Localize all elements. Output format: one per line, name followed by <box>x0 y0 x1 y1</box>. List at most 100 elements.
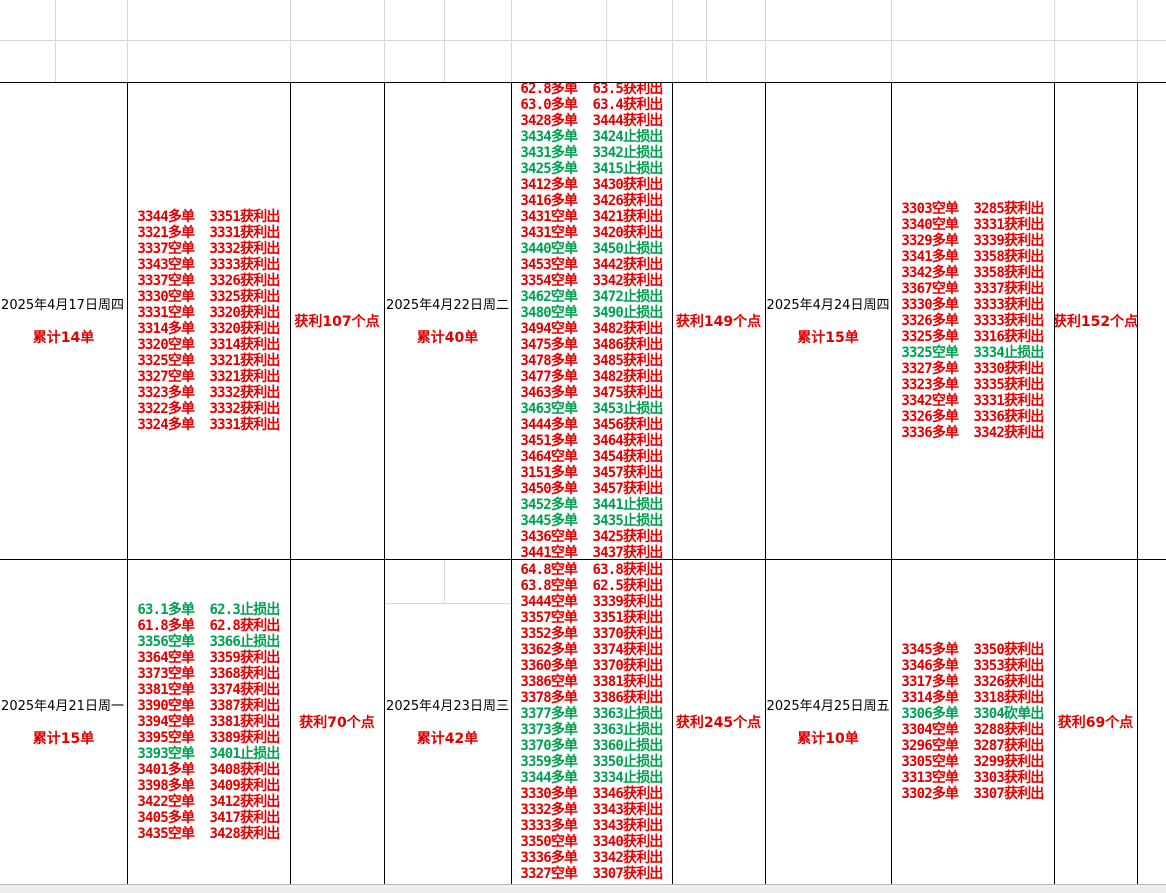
order-count: 累计42单 <box>416 731 479 747</box>
trade: 3313空单 3303获利出 <box>901 769 1044 786</box>
trade: 3378多单 3386获利出 <box>520 689 663 706</box>
trade: 3350空单 3340获利出 <box>520 833 663 850</box>
trade: 3323多单 3335获利出 <box>901 376 1044 393</box>
gridline <box>127 0 128 82</box>
trade: 3390空单 3387获利出 <box>137 697 280 714</box>
trades-cell: 3345多单 3350获利出 3346多单 3353获利出 3317多单 3326获… <box>891 559 1054 884</box>
trade: 3345多单 3350获利出 <box>901 641 1044 658</box>
trade: 3416多单 3426获利出 <box>520 192 663 209</box>
trade: 3435空单 3428获利出 <box>137 825 280 842</box>
trade: 3367空单 3337获利出 <box>901 280 1044 297</box>
trade: 3401多单 3408获利出 <box>137 761 280 778</box>
trade: 3478多单 3485获利出 <box>520 352 663 369</box>
trade: 3395空单 3389获利出 <box>137 729 280 746</box>
trade: 3325空单 3334止损出 <box>901 344 1044 361</box>
gridline <box>606 0 607 82</box>
order-count: 累计40单 <box>416 330 479 346</box>
trades-cell: 64.8空单 63.8获利出 63.8空单 62.5获利出 3444空单 3339获… <box>511 559 672 884</box>
date: 2025年4月24日周四 <box>766 298 890 313</box>
gridline <box>891 0 892 82</box>
trade: 3331空单 3320获利出 <box>137 304 280 321</box>
profit: 获利152个点 <box>1054 313 1137 330</box>
col-border <box>1137 82 1138 884</box>
trade: 3450多单 3457获利出 <box>520 480 663 497</box>
trade: 3304空单 3288获利出 <box>901 721 1044 738</box>
trade: 3436空单 3425获利出 <box>520 528 663 545</box>
row-border <box>0 82 1166 83</box>
trade: 3434多单 3424止损出 <box>520 128 663 145</box>
trade: 3444空单 3339获利出 <box>520 593 663 610</box>
trade: 3398多单 3409获利出 <box>137 777 280 794</box>
trade: 3325空单 3321获利出 <box>137 352 280 369</box>
trade: 3332多单 3343获利出 <box>520 801 663 818</box>
profit-cell: 获利107个点 <box>290 82 384 559</box>
trade: 3336多单 3342获利出 <box>901 424 1044 441</box>
trade: 3428多单 3444获利出 <box>520 112 663 129</box>
trade: 3330多单 3333获利出 <box>901 296 1044 313</box>
date-cell: 2025年4月23日周三 累计42单 <box>384 559 511 884</box>
trade: 3324多单 3331获利出 <box>137 416 280 433</box>
trade: 3303空单 3285获利出 <box>901 200 1044 217</box>
col-border <box>384 82 385 884</box>
trade: 3431多单 3342止损出 <box>520 144 663 161</box>
trade: 3327空单 3307获利出 <box>520 865 663 882</box>
trade: 3412多单 3430获利出 <box>520 176 663 193</box>
trade: 3475多单 3486获利出 <box>520 336 663 353</box>
col-border <box>290 82 291 884</box>
date: 2025年4月21日周一 <box>1 699 124 714</box>
date: 2025年4月22日周二 <box>386 298 509 313</box>
trade: 3342多单 3358获利出 <box>901 264 1044 281</box>
trade: 3330空单 3325获利出 <box>137 288 280 305</box>
trade: 3326多单 3336获利出 <box>901 408 1044 425</box>
gridline <box>444 559 445 603</box>
gridline <box>511 0 512 82</box>
col-border <box>891 82 892 884</box>
trade: 61.8多单 62.8获利出 <box>137 617 280 634</box>
trade: 3305空单 3299获利出 <box>901 753 1044 770</box>
trade: 63.1多单 62.3止损出 <box>137 601 280 618</box>
trades-cell: 63.1多单 62.3止损出 61.8多单 62.8获利出 3356空单 3366止… <box>127 559 290 884</box>
col-border <box>765 82 766 884</box>
trade: 63.0多单 63.4获利出 <box>520 96 663 113</box>
col-border <box>127 82 128 884</box>
gridline <box>55 0 56 82</box>
trade: 3440空单 3450止损出 <box>520 240 663 257</box>
trade: 3336多单 3342获利出 <box>520 849 663 866</box>
profit: 获利149个点 <box>675 313 762 330</box>
trade: 3431空单 3421获利出 <box>520 208 663 225</box>
trade: 3322多单 3332获利出 <box>137 400 280 417</box>
gridline <box>765 0 766 82</box>
trade: 3357空单 3351获利出 <box>520 609 663 626</box>
trade: 3340空单 3331获利出 <box>901 216 1044 233</box>
trade: 3296空单 3287获利出 <box>901 737 1044 754</box>
gridline <box>384 603 511 604</box>
trade: 3477多单 3482获利出 <box>520 368 663 385</box>
trade: 3444多单 3456获利出 <box>520 416 663 433</box>
gridline <box>384 0 385 82</box>
trade: 3462空单 3472止损出 <box>520 288 663 305</box>
trades-cell: 3344多单 3351获利出 3321多单 3331获利出 3337空单 3332获… <box>127 82 290 559</box>
order-count: 累计15单 <box>32 731 95 747</box>
trade: 3323多单 3332获利出 <box>137 384 280 401</box>
gridline <box>706 0 707 82</box>
trade: 3320空单 3314获利出 <box>137 336 280 353</box>
trade: 3480空单 3490止损出 <box>520 304 663 321</box>
trade: 3314多单 3320获利出 <box>137 320 280 337</box>
trade: 3337空单 3332获利出 <box>137 240 280 257</box>
date: 2025年4月23日周三 <box>386 699 509 714</box>
trades-cell: 62.8多单 63.5获利出 63.0多单 63.4获利出 3428多单 3444获… <box>511 82 672 559</box>
trade: 3381空单 3374获利出 <box>137 681 280 698</box>
trade: 3441空单 3437获利出 <box>520 544 663 560</box>
trade: 3327空单 3321获利出 <box>137 368 280 385</box>
trade: 3386空单 3381获利出 <box>520 673 663 690</box>
profit: 获利107个点 <box>294 313 380 330</box>
trade: 3422空单 3412获利出 <box>137 793 280 810</box>
col-border <box>672 82 673 884</box>
trade: 3327多单 3330获利出 <box>901 360 1044 377</box>
trade: 3373多单 3363止损出 <box>520 721 663 738</box>
trade: 3370多单 3360止损出 <box>520 737 663 754</box>
trade: 3360多单 3370获利出 <box>520 657 663 674</box>
trade: 3425多单 3415止损出 <box>520 160 663 177</box>
trade: 3151多单 3457获利出 <box>520 464 663 481</box>
gridline <box>1137 0 1138 82</box>
